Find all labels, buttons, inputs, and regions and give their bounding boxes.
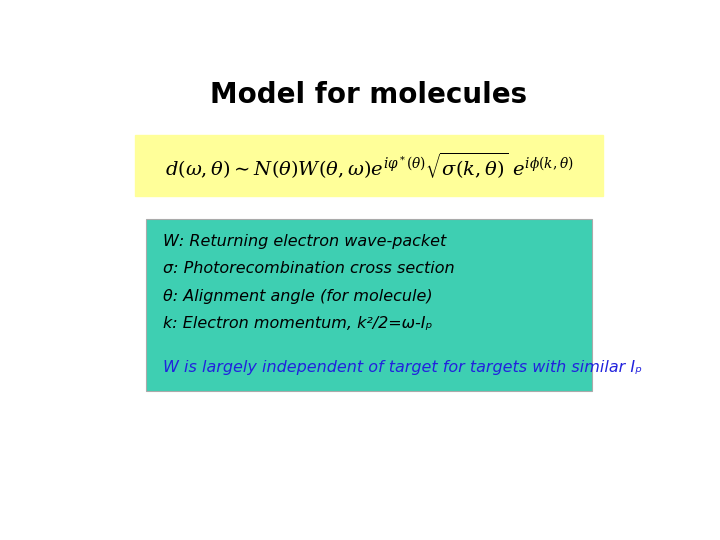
Text: k: Electron momentum, k²/2=ω-Iₚ: k: Electron momentum, k²/2=ω-Iₚ <box>163 315 432 330</box>
FancyBboxPatch shape <box>135 136 603 196</box>
Text: W: Returning electron wave-packet: W: Returning electron wave-packet <box>163 234 446 249</box>
Text: Model for molecules: Model for molecules <box>210 82 528 110</box>
Text: θ: Alignment angle (for molecule): θ: Alignment angle (for molecule) <box>163 288 432 303</box>
FancyBboxPatch shape <box>145 219 593 391</box>
Text: $d(\omega,\theta) \sim N(\theta)W(\theta,\omega)e^{i\varphi^*(\theta)} \sqrt{\si: $d(\omega,\theta) \sim N(\theta)W(\theta… <box>165 151 573 181</box>
Text: σ: Photorecombination cross section: σ: Photorecombination cross section <box>163 261 454 276</box>
Text: W is largely independent of target for targets with similar Iₚ: W is largely independent of target for t… <box>163 360 642 375</box>
